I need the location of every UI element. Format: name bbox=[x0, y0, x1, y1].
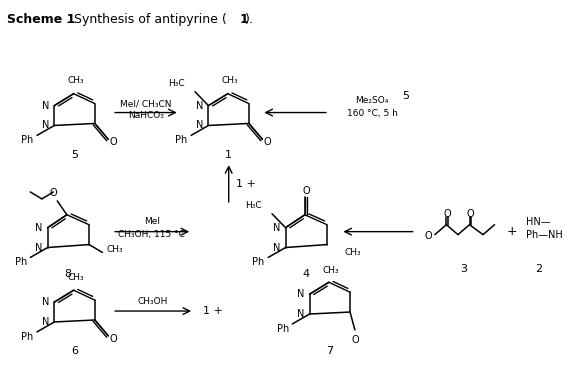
Text: CH₃: CH₃ bbox=[67, 76, 84, 85]
Text: N: N bbox=[42, 297, 50, 307]
Text: Ph: Ph bbox=[277, 324, 289, 334]
Text: N: N bbox=[273, 242, 281, 253]
Text: 1 +: 1 + bbox=[203, 306, 223, 316]
Text: Ph: Ph bbox=[15, 258, 27, 268]
Text: CH₃: CH₃ bbox=[67, 273, 84, 282]
Text: 3: 3 bbox=[460, 264, 467, 275]
Text: Ph: Ph bbox=[21, 135, 34, 145]
Text: 5: 5 bbox=[71, 150, 78, 160]
Text: N: N bbox=[42, 317, 50, 327]
Text: CH₃: CH₃ bbox=[323, 266, 339, 275]
Text: O: O bbox=[467, 209, 475, 219]
Text: Mel: Mel bbox=[143, 217, 160, 226]
Text: O: O bbox=[444, 209, 451, 219]
Text: 2: 2 bbox=[535, 264, 542, 275]
Text: O: O bbox=[424, 231, 432, 240]
Text: 160 °C, 5 h: 160 °C, 5 h bbox=[347, 109, 398, 118]
Text: N: N bbox=[42, 121, 50, 131]
Text: +: + bbox=[506, 225, 517, 238]
Text: ).: ). bbox=[245, 13, 254, 26]
Text: Ph: Ph bbox=[175, 135, 188, 145]
Text: O: O bbox=[303, 186, 311, 196]
Text: NaHCO₃: NaHCO₃ bbox=[128, 111, 164, 120]
Text: N: N bbox=[35, 223, 43, 233]
Text: Scheme 1: Scheme 1 bbox=[7, 13, 76, 26]
Text: Ph: Ph bbox=[253, 258, 265, 268]
Text: CH₃: CH₃ bbox=[106, 245, 123, 254]
Text: Ph—NH: Ph—NH bbox=[526, 230, 563, 240]
Text: O: O bbox=[109, 137, 117, 147]
Text: N: N bbox=[196, 101, 204, 111]
Text: CH₃OH, 115 °C: CH₃OH, 115 °C bbox=[118, 230, 185, 239]
Text: Ph: Ph bbox=[21, 332, 34, 342]
Text: N: N bbox=[298, 289, 305, 299]
Text: Mel/ CH₃CN: Mel/ CH₃CN bbox=[120, 99, 172, 108]
Text: O: O bbox=[109, 334, 117, 344]
Text: H₃C: H₃C bbox=[168, 79, 184, 88]
Text: N: N bbox=[35, 242, 43, 253]
Text: N: N bbox=[42, 101, 50, 111]
Text: CH₃: CH₃ bbox=[221, 76, 238, 85]
Text: . Synthesis of antipyrine (: . Synthesis of antipyrine ( bbox=[66, 13, 226, 26]
Text: O: O bbox=[351, 335, 358, 345]
Text: N: N bbox=[196, 121, 204, 131]
Text: N: N bbox=[273, 223, 281, 233]
Text: 4: 4 bbox=[302, 269, 310, 279]
Text: 5: 5 bbox=[402, 91, 410, 101]
Text: O: O bbox=[263, 137, 271, 147]
Text: CH₃: CH₃ bbox=[344, 248, 361, 257]
Text: HN—: HN— bbox=[526, 217, 551, 227]
Text: H₃C: H₃C bbox=[245, 201, 262, 210]
Text: N: N bbox=[298, 309, 305, 319]
Text: CH₃OH: CH₃OH bbox=[138, 297, 168, 306]
Text: 1: 1 bbox=[225, 150, 232, 160]
Text: 6: 6 bbox=[71, 346, 78, 356]
Text: 1: 1 bbox=[240, 13, 248, 26]
Text: 1 +: 1 + bbox=[236, 179, 256, 189]
Text: 8: 8 bbox=[64, 269, 72, 279]
Text: O: O bbox=[50, 188, 57, 198]
Text: 7: 7 bbox=[326, 346, 333, 356]
Text: Me₂SO₄: Me₂SO₄ bbox=[356, 96, 389, 105]
